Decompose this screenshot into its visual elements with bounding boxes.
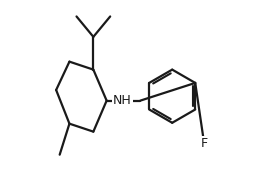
Text: NH: NH	[113, 94, 132, 107]
Text: F: F	[201, 137, 208, 150]
